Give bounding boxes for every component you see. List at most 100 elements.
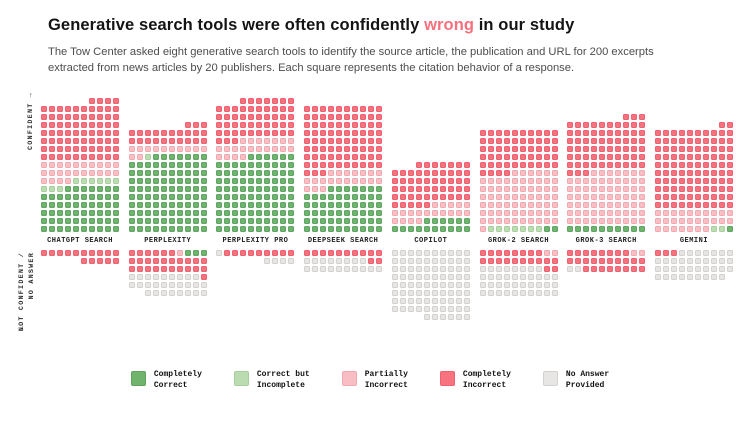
- waffle-cell-completely-incorrect: [487, 130, 494, 137]
- waffle-cell-partially-incorrect: [615, 210, 622, 217]
- waffle-cell-completely-incorrect: [352, 130, 359, 137]
- waffle-cell-no-answer: [447, 290, 454, 297]
- waffle-cell-completely-incorrect: [678, 154, 685, 161]
- waffle-cell-completely-correct: [376, 202, 383, 209]
- waffle-cell-completely-incorrect: [81, 130, 87, 137]
- waffle-cell-partially-incorrect: [336, 178, 343, 185]
- waffle-cell-correct-incomplete: [81, 178, 87, 185]
- waffle-cell-completely-incorrect: [535, 162, 542, 169]
- waffle-cell-completely-incorrect: [352, 106, 359, 113]
- waffle-cell-completely-correct: [352, 186, 359, 193]
- waffle-cell-completely-correct: [368, 218, 375, 225]
- waffle-cell-completely-correct: [176, 154, 183, 161]
- waffle-cell-completely-incorrect: [415, 202, 422, 209]
- waffle-row: [128, 202, 207, 209]
- waffle-cell-completely-correct: [136, 178, 143, 185]
- waffle-cell-partially-incorrect: [575, 178, 582, 185]
- waffle-cell-completely-incorrect: [97, 98, 103, 105]
- waffle-cell-completely-incorrect: [376, 130, 383, 137]
- waffle-cell-no-answer: [495, 266, 502, 273]
- waffle-cell-completely-incorrect: [200, 258, 207, 265]
- waffle-cell-completely-incorrect: [718, 130, 725, 137]
- waffle-cell-completely-incorrect: [415, 170, 422, 177]
- waffle-row: [391, 290, 470, 297]
- waffle-cell-no-answer: [312, 258, 319, 265]
- waffle-cell-completely-incorrect: [256, 130, 263, 137]
- waffle-row: [567, 154, 646, 161]
- waffle-cell-completely-incorrect: [575, 162, 582, 169]
- waffle-cell-completely-correct: [272, 162, 279, 169]
- waffle-cell-completely-correct: [200, 218, 207, 225]
- waffle-cell-completely-incorrect: [631, 130, 638, 137]
- waffle-cell-no-answer: [176, 290, 183, 297]
- waffle-cell-completely-incorrect: [240, 122, 247, 129]
- waffle-cell-completely-incorrect: [447, 178, 454, 185]
- waffle-cell-no-answer: [399, 266, 406, 273]
- waffle-cell-partially-incorrect: [535, 170, 542, 177]
- waffle-cell-completely-correct: [344, 226, 351, 233]
- waffle-cell-completely-incorrect: [639, 122, 646, 129]
- waffle-row: [391, 226, 470, 233]
- tool-label-chatgpt-search: CHATGPT SEARCH: [47, 237, 113, 246]
- waffle-cell-partially-incorrect: [455, 202, 462, 209]
- waffle-cell-partially-incorrect: [551, 170, 558, 177]
- waffle-cell-completely-incorrect: [527, 250, 534, 257]
- waffle-cell-partially-incorrect: [503, 202, 510, 209]
- waffle-cell-completely-correct: [160, 202, 167, 209]
- waffle-cell-completely-correct: [344, 186, 351, 193]
- waffle-cell-completely-incorrect: [240, 106, 247, 113]
- waffle-row: [41, 218, 119, 225]
- waffle-cell-completely-correct: [224, 162, 231, 169]
- waffle-cell-partially-incorrect: [264, 138, 271, 145]
- waffle-row: [567, 162, 646, 169]
- waffle-cell-completely-correct: [73, 194, 79, 201]
- waffle-cell-completely-correct: [376, 226, 383, 233]
- waffle-cell-completely-incorrect: [479, 138, 486, 145]
- waffle-cell-no-answer: [702, 266, 709, 273]
- waffle-cell-completely-incorrect: [575, 122, 582, 129]
- waffle-cell-completely-incorrect: [376, 106, 383, 113]
- waffle-cell-completely-incorrect: [65, 146, 71, 153]
- confident-grid-gemini: [654, 92, 733, 233]
- waffle-cell-completely-incorrect: [479, 154, 486, 161]
- waffle-cell-partially-incorrect: [312, 186, 319, 193]
- waffle-cell-no-answer: [455, 282, 462, 289]
- waffle-cell-completely-correct: [320, 218, 327, 225]
- waffle-cell-completely-correct: [168, 226, 175, 233]
- waffle-cell-completely-incorrect: [399, 194, 406, 201]
- waffle-cell-partially-incorrect: [607, 170, 614, 177]
- waffle-row: [654, 170, 733, 177]
- waffle-cell-partially-incorrect: [487, 194, 494, 201]
- waffle-cell-partially-incorrect: [487, 178, 494, 185]
- waffle-cell-completely-correct: [152, 178, 159, 185]
- waffle-row: [479, 266, 558, 273]
- waffle-cell-completely-correct: [136, 186, 143, 193]
- waffle-cell-no-answer: [399, 306, 406, 313]
- waffle-cell-no-answer: [152, 290, 159, 297]
- waffle-cell-completely-incorrect: [631, 122, 638, 129]
- waffle-cell-no-answer: [519, 274, 526, 281]
- waffle-cell-completely-incorrect: [639, 162, 646, 169]
- waffle-row: [304, 210, 383, 217]
- waffle-cell-completely-incorrect: [639, 138, 646, 145]
- waffle-cell-completely-incorrect: [368, 154, 375, 161]
- waffle-cell-completely-correct: [73, 202, 79, 209]
- waffle-cell-completely-incorrect: [662, 186, 669, 193]
- waffle-row: [654, 162, 733, 169]
- waffle-cell-completely-incorrect: [97, 146, 103, 153]
- waffle-cell-completely-incorrect: [567, 154, 574, 161]
- waffle-cell-completely-correct: [57, 202, 63, 209]
- waffle-cell-partially-incorrect: [631, 218, 638, 225]
- waffle-cell-completely-incorrect: [89, 250, 95, 257]
- waffle-cell-partially-incorrect: [623, 210, 630, 217]
- waffle-cell-completely-incorrect: [160, 138, 167, 145]
- waffle-row: [41, 194, 119, 201]
- waffle-cell-completely-correct: [216, 178, 223, 185]
- waffle-cell-completely-correct: [176, 162, 183, 169]
- waffle-cell-completely-incorrect: [320, 130, 327, 137]
- down-arrow-icon: ↓: [20, 324, 25, 334]
- waffle-cell-no-answer: [718, 266, 725, 273]
- waffle-cell-completely-incorrect: [718, 194, 725, 201]
- waffle-cell-partially-incorrect: [407, 218, 414, 225]
- waffle-cell-partially-incorrect: [567, 202, 574, 209]
